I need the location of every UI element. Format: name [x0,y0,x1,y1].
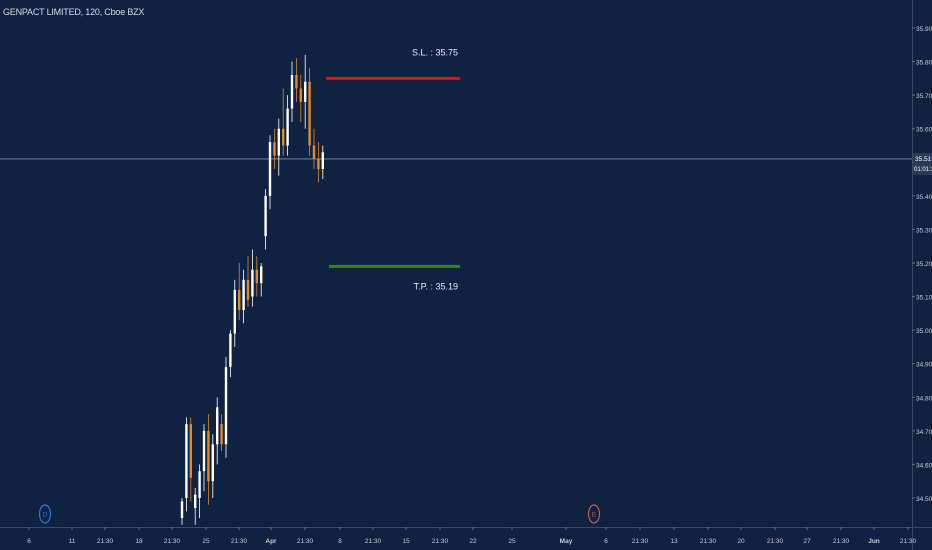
x-tick-label: 20 [737,538,745,545]
candle-body[interactable] [304,81,307,102]
x-tick-label: 27 [803,538,811,545]
x-tick-label: 11 [69,538,76,545]
candle-body[interactable] [242,279,245,310]
x-tick-label: Jun [868,538,880,545]
x-tick-label: Apr [265,538,277,545]
y-tick-label: 34.60 [916,462,932,469]
price-axis[interactable] [912,0,932,550]
earnings-marker-icon[interactable] [587,504,601,524]
candle-body[interactable] [273,142,276,156]
candle-body[interactable] [321,152,324,169]
candle-body[interactable] [233,289,236,334]
candle-body[interactable] [295,75,298,89]
x-tick-label: 6 [604,538,608,545]
event-marker-letter: D [43,512,48,519]
x-tick-label: 21:30 [164,538,181,545]
candle-body[interactable] [246,279,250,300]
candle-body[interactable] [282,128,285,146]
candle-body[interactable] [264,195,267,237]
y-tick-label: 34.50 [916,496,932,503]
candle-body[interactable] [277,128,280,156]
candle-body[interactable] [180,501,184,519]
x-tick-label: 25 [202,538,210,545]
y-tick-label: 35.20 [916,261,932,268]
x-tick-label: 21:30 [97,538,114,545]
candle-body[interactable] [238,289,241,310]
x-tick-label: 13 [670,538,678,545]
x-tick-label: 21:30 [700,538,717,545]
candle-body[interactable] [207,430,210,482]
x-tick-label: May [560,538,573,545]
candle-body[interactable] [211,444,214,482]
candle-body[interactable] [290,75,294,109]
candle-body[interactable] [189,424,192,478]
candle-body[interactable] [268,142,272,196]
symbol-title: GENPACT LIMITED, 120, Cboe BZX [3,7,145,17]
y-tick-label: 34.70 [916,429,932,436]
candle-body[interactable] [185,424,188,498]
x-tick-label: 25 [508,538,516,545]
candle-body[interactable] [229,333,232,368]
y-tick-label: 35.30 [916,227,932,234]
candle-body[interactable] [220,424,223,445]
candle-body[interactable] [255,269,258,284]
y-tick-label: 35.70 [916,93,932,100]
candle-body[interactable] [194,494,197,509]
event-marker-letter: E [592,512,597,519]
y-tick-label: 35.00 [916,328,932,335]
x-tick-label: 21:30 [900,538,917,545]
y-tick-label: 34.90 [916,362,932,369]
y-tick-label: 34.80 [916,395,932,402]
y-tick-label: 35.90 [916,26,932,33]
candle-body[interactable] [202,430,206,472]
y-tick-label: 35.40 [916,194,932,201]
current-price-label-bg [913,152,932,175]
y-tick-label: 35.60 [916,127,932,134]
candle-body[interactable] [308,81,311,146]
y-tick-label: 35.10 [916,295,932,302]
x-tick-label: 21:30 [632,538,649,545]
dividend-marker-icon[interactable] [38,504,52,524]
x-tick-label: 18 [135,538,143,545]
x-tick-label: 21:30 [833,538,850,545]
countdown-label: 01:01:3 [914,167,932,173]
x-tick-label: 21:30 [297,538,314,545]
y-tick-label: 35.80 [916,60,932,67]
candle-body[interactable] [299,88,302,102]
take-profit-label: T.P. : 35.19 [414,281,458,291]
x-tick-label: 21:30 [365,538,382,545]
candle-body[interactable] [312,145,316,159]
candle-body[interactable] [260,266,263,284]
candle-body[interactable] [216,407,219,445]
candle-body[interactable] [251,269,254,297]
stop-loss-label: S.L. : 35.75 [412,47,458,57]
x-tick-label: 21:30 [231,538,248,545]
current-price-label: 35.51 [915,156,932,163]
x-tick-label: 22 [469,538,477,545]
candle-body[interactable] [317,158,320,169]
x-tick-label: 21:30 [432,538,449,545]
x-tick-label: 21:30 [767,538,784,545]
x-tick-label: 6 [27,538,31,545]
candle-body[interactable] [198,471,201,498]
x-tick-label: 15 [402,538,410,545]
candle-body[interactable] [286,108,289,146]
candle-body[interactable] [224,367,228,445]
x-tick-label: 8 [338,538,342,545]
